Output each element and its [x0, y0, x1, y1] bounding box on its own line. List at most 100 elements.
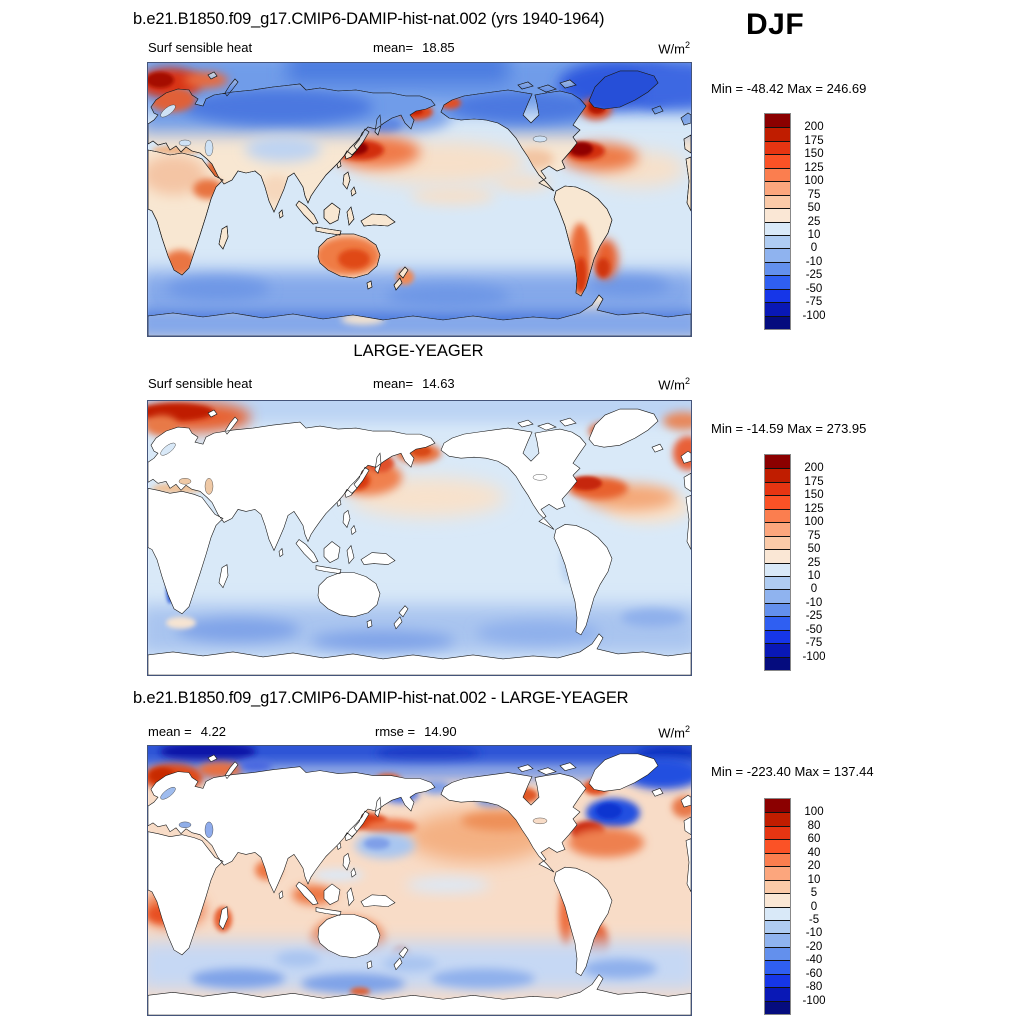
colorbar-segment	[765, 302, 790, 316]
run-title: b.e21.B1850.f09_g17.CMIP6-DAMIP-hist-nat…	[133, 10, 605, 28]
colorbar-segment	[765, 825, 790, 840]
panel1-colorbar: 200 175 150 125 100 75 50 25 10 0 -10 -25 -50 -75 -100	[764, 113, 826, 330]
colorbar-segment	[765, 114, 790, 128]
colorbar-segment	[765, 154, 790, 168]
colorbar-label: 60	[807, 833, 821, 846]
panel1-subtitle-row: Surf sensible heat mean= 18.85 W/m2	[147, 40, 690, 56]
colorbar-label: -100	[802, 309, 826, 322]
colorbar-segment	[765, 208, 790, 222]
colorbar-label: 5	[810, 887, 818, 900]
colorbar-label: 40	[807, 846, 821, 859]
colorbar-label: 150	[804, 148, 824, 161]
panel2-colorbar: 200 175 150 125 100 75 50 25 10 0 -10 -25 -50 -75 -100	[764, 454, 826, 671]
land-layer	[148, 408, 691, 675]
colorbar-segment	[765, 562, 790, 576]
colorbar-segment	[765, 535, 790, 550]
colorbar-segment	[765, 167, 790, 182]
ocean-layer	[148, 401, 691, 655]
panel3-mean: mean = 4.22	[148, 724, 227, 739]
colorbar-segment	[765, 589, 790, 603]
colorbar-segment	[765, 812, 790, 826]
panel2-units-label: W/m2	[658, 376, 690, 393]
colorbar-label: 100	[804, 806, 824, 819]
colorbar-label: -25	[805, 269, 823, 282]
colorbar-segment	[765, 315, 790, 329]
colorbar-segment	[765, 866, 790, 880]
colorbar-label: 100	[804, 175, 824, 188]
colorbar-label: 25	[807, 556, 821, 569]
colorbar-label: 75	[807, 529, 821, 542]
colorbar-label: -40	[805, 954, 823, 967]
panel2-mean: mean= 14.63	[373, 376, 455, 391]
colorbar-segment	[765, 960, 790, 974]
colorbar-label: -80	[805, 981, 823, 994]
colorbar-label: 10	[807, 569, 821, 582]
panel1-minmax: Min = -48.42 Max = 246.69	[711, 81, 867, 96]
colorbar-label: 125	[804, 161, 824, 174]
colorbar-segment	[765, 906, 790, 920]
colorbar-segment	[765, 629, 790, 644]
panel1-mean: mean= 18.85	[373, 40, 455, 55]
colorbar-segment	[765, 455, 790, 469]
colorbar-label: -25	[805, 610, 823, 623]
colorbar-label: 10	[807, 228, 821, 241]
colorbar-segment	[765, 575, 790, 590]
colorbar-segment	[765, 933, 790, 947]
colorbar-segment	[765, 140, 790, 155]
colorbar-segment	[765, 987, 790, 1001]
panel1-units-label: W/m2	[658, 40, 690, 57]
map-diff	[147, 745, 692, 1016]
colorbar-segment	[765, 643, 790, 657]
colorbar-segment	[765, 973, 790, 988]
colorbar-label: 0	[810, 583, 818, 596]
panel2-subtitle-row: Surf sensible heat mean= 14.63 W/m2	[147, 376, 690, 392]
colorbar-label: 50	[807, 543, 821, 556]
colorbar-label: 175	[804, 475, 824, 488]
colorbar-segment	[765, 616, 790, 630]
colorbar-segment	[765, 495, 790, 509]
colorbar-segment	[765, 919, 790, 934]
colorbar-segment	[765, 852, 790, 867]
colorbar-segment	[765, 839, 790, 853]
colorbar-label: 10	[807, 873, 821, 886]
colorbar-segment	[765, 602, 790, 617]
colorbar-segment	[765, 181, 790, 195]
colorbar-label: 100	[804, 516, 824, 529]
map-diff-figure	[148, 746, 691, 1015]
panel3-title: b.e21.B1850.f09_g17.CMIP6-DAMIP-hist-nat…	[133, 689, 629, 707]
colorbar-segment	[765, 508, 790, 523]
colorbar-segment	[765, 234, 790, 249]
colorbar-segment	[765, 194, 790, 209]
panel3-minmax: Min = -223.40 Max = 137.44	[711, 764, 874, 779]
colorbar-segment	[765, 656, 790, 670]
colorbar-label: 20	[807, 860, 821, 873]
colorbar-label: -75	[805, 637, 823, 650]
colorbar-label: -50	[805, 623, 823, 636]
colorbar-label: 125	[804, 502, 824, 515]
colorbar-label: 150	[804, 489, 824, 502]
colorbar-segment	[765, 481, 790, 496]
colorbar-label: 0	[810, 900, 818, 913]
colorbar-segment	[765, 221, 790, 235]
colorbar-label: -5	[808, 913, 820, 926]
map-obs-figure	[148, 401, 691, 675]
map-model	[147, 62, 692, 337]
colorbar-segment	[765, 261, 790, 276]
panel2-minmax: Min = -14.59 Max = 273.95	[711, 421, 867, 436]
colorbar-label: -10	[805, 927, 823, 940]
colorbar-label: 200	[804, 462, 824, 475]
colorbar-segment	[765, 799, 790, 813]
colorbar-segment	[765, 275, 790, 289]
colorbar-label: -75	[805, 296, 823, 309]
colorbar-label: -100	[802, 650, 826, 663]
panel2-variable-label: Surf sensible heat	[148, 376, 253, 391]
colorbar-segment	[765, 248, 790, 262]
panel1-variable-label: Surf sensible heat	[148, 40, 253, 55]
colorbar-segment	[765, 1000, 790, 1014]
colorbar-label: 50	[807, 202, 821, 215]
colorbar-segment	[765, 549, 790, 563]
colorbar-label: 75	[807, 188, 821, 201]
colorbar-label: -10	[805, 255, 823, 268]
colorbar-label: -50	[805, 282, 823, 295]
